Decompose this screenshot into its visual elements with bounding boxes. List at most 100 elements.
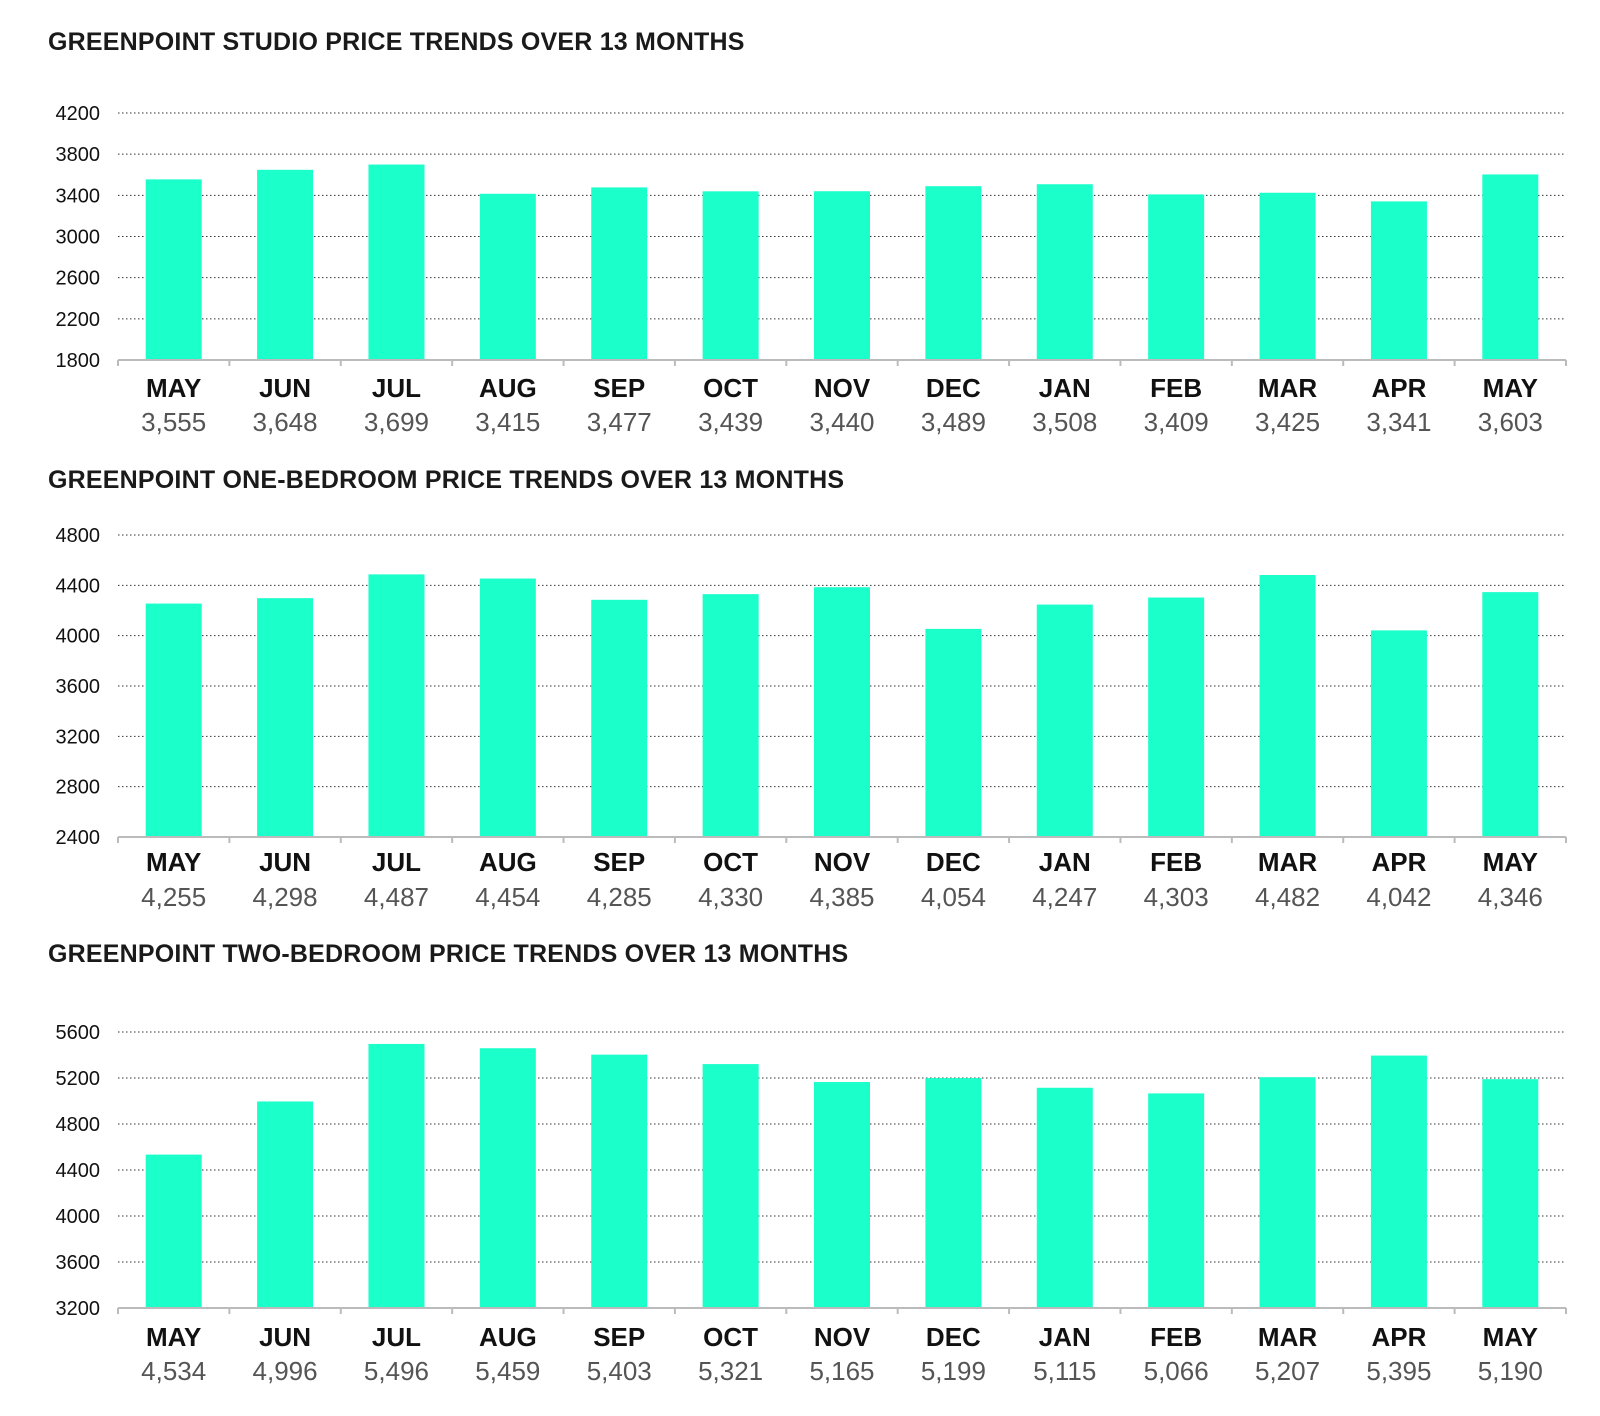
x-tick-label: JUL — [372, 847, 421, 877]
data-label: 3,477 — [587, 407, 652, 437]
x-tick-label: JUN — [259, 373, 311, 403]
y-tick-label: 3000 — [56, 227, 101, 249]
y-tick-label: 3200 — [56, 1298, 101, 1320]
x-tick-label: MAY — [146, 373, 201, 403]
data-label: 5,199 — [921, 1356, 986, 1386]
data-label: 4,487 — [364, 882, 429, 912]
bar — [925, 628, 982, 837]
bar-chart: 2400 2800 3200 3600 4000 4400 4800 MAY 4,255 JUN 4… — [56, 525, 1567, 912]
x-tick-label: AUG — [479, 847, 537, 877]
y-tick-label: 5200 — [56, 1068, 101, 1090]
y-tick-label: 2400 — [56, 827, 101, 849]
data-label: 4,042 — [1366, 882, 1431, 912]
data-label: 4,054 — [921, 882, 986, 912]
y-tick-label: 2200 — [56, 309, 101, 331]
bar — [368, 574, 425, 837]
x-tick-label: SEP — [593, 847, 645, 877]
bar — [145, 603, 202, 837]
data-label: 5,165 — [809, 1356, 874, 1386]
data-label: 4,330 — [698, 882, 763, 912]
data-label: 4,285 — [587, 882, 652, 912]
bar — [479, 1048, 536, 1308]
x-tick-label: APR — [1371, 373, 1426, 403]
x-tick-label: JUN — [259, 1322, 311, 1352]
bar — [925, 186, 982, 360]
data-label: 3,425 — [1255, 407, 1320, 437]
y-tick-label: 3600 — [56, 676, 101, 698]
data-label: 3,508 — [1032, 407, 1097, 437]
x-tick-label: OCT — [703, 1322, 758, 1352]
data-label: 4,255 — [141, 882, 206, 912]
data-label: 3,341 — [1366, 407, 1431, 437]
data-label: 5,115 — [1033, 1356, 1096, 1386]
y-tick-label: 2800 — [56, 777, 101, 799]
data-label: 3,648 — [253, 407, 318, 437]
data-label: 5,496 — [364, 1356, 429, 1386]
y-tick-label: 2600 — [56, 268, 101, 290]
data-label: 4,996 — [253, 1356, 318, 1386]
bar — [1259, 192, 1316, 360]
bar — [1482, 1079, 1539, 1308]
x-tick-label: NOV — [814, 847, 871, 877]
bar — [591, 1054, 648, 1308]
data-label: 4,303 — [1144, 882, 1209, 912]
bar — [925, 1078, 982, 1308]
y-tick-label: 4400 — [56, 1160, 101, 1182]
bar — [1259, 575, 1316, 837]
bar — [1259, 1077, 1316, 1308]
chart-title: GREENPOINT STUDIO PRICE TRENDS OVER 13 M… — [48, 28, 745, 56]
x-tick-label: MAR — [1258, 1322, 1317, 1352]
y-tick-label: 4400 — [56, 575, 101, 597]
y-tick-label: 4000 — [56, 626, 101, 648]
bar — [814, 1082, 870, 1308]
bar — [591, 599, 648, 837]
bar — [702, 1064, 759, 1308]
bar — [1482, 174, 1539, 360]
bar — [368, 1043, 425, 1308]
bar — [702, 594, 759, 837]
bar-chart: 1800 2200 2600 3000 3400 3800 4200 MAY 3,555 JUN 3… — [56, 103, 1567, 437]
data-label: 5,207 — [1255, 1356, 1320, 1386]
x-tick-label: MAY — [146, 847, 201, 877]
bar — [1148, 194, 1205, 360]
data-label: 5,395 — [1366, 1356, 1431, 1386]
studio-chart-panel: GREENPOINT STUDIO PRICE TRENDS OVER 13 M… — [0, 0, 1600, 455]
x-tick-label: JUN — [259, 847, 311, 877]
y-tick-label: 3200 — [56, 726, 101, 748]
x-tick-label: MAY — [1483, 847, 1538, 877]
data-label: 4,385 — [809, 882, 874, 912]
y-tick-label: 3400 — [56, 185, 101, 207]
bar — [702, 191, 759, 360]
bar — [1148, 1093, 1205, 1308]
x-tick-label: OCT — [703, 847, 758, 877]
x-tick-label: MAY — [146, 1322, 201, 1352]
bar — [1370, 201, 1427, 360]
data-label: 4,534 — [141, 1356, 206, 1386]
data-label: 5,066 — [1144, 1356, 1209, 1386]
bar — [1370, 1055, 1427, 1308]
y-tick-label: 5600 — [56, 1022, 101, 1044]
data-label: 5,459 — [475, 1356, 540, 1386]
data-label: 4,454 — [475, 882, 540, 912]
data-label: 5,321 — [698, 1356, 763, 1386]
bar — [591, 187, 648, 360]
data-label: 5,403 — [587, 1356, 652, 1386]
data-label: 3,555 — [141, 407, 206, 437]
data-label: 3,603 — [1478, 407, 1543, 437]
x-tick-label: JAN — [1039, 847, 1091, 877]
x-tick-label: DEC — [926, 847, 981, 877]
x-tick-label: AUG — [479, 1322, 537, 1352]
chart-title: GREENPOINT ONE-BEDROOM PRICE TRENDS OVER… — [48, 466, 845, 494]
chart-title: GREENPOINT TWO-BEDROOM PRICE TRENDS OVER… — [48, 940, 849, 968]
bar — [1036, 1087, 1093, 1308]
y-tick-label: 4000 — [56, 1206, 101, 1228]
x-tick-label: FEB — [1150, 847, 1202, 877]
x-tick-label: DEC — [926, 373, 981, 403]
bar — [814, 587, 870, 837]
y-tick-label: 1800 — [56, 350, 101, 372]
y-tick-label: 4200 — [56, 103, 101, 125]
data-label: 4,346 — [1478, 882, 1543, 912]
data-label: 4,482 — [1255, 882, 1320, 912]
